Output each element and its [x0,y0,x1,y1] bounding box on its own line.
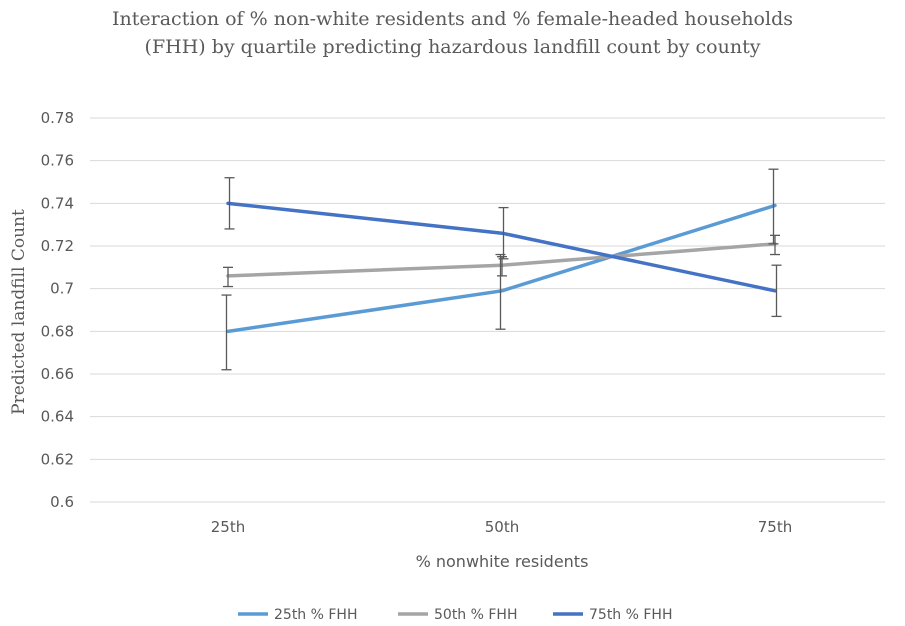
y-tick-label: 0.68 [41,322,74,340]
y-tick-label: 0.62 [41,450,74,468]
series-line-3 [226,201,777,293]
x-tick-label: 25th [211,518,245,536]
y-tick-label: 0.72 [41,237,74,255]
legend-label: 50th % FHH [434,607,518,623]
y-axis-label: Predicted landfill Count [9,209,29,415]
y-tick-label: 0.6 [50,493,74,511]
legend: 25th % FHH 50th % FHH 75th % FHH [238,607,673,623]
legend-label: 75th % FHH [589,607,673,623]
y-tick-label: 0.74 [41,194,74,212]
y-tick-label: 0.66 [41,365,74,383]
chart-title-line-2: (FHH) by quartile predicting hazardous l… [144,36,761,58]
x-axis-ticks: 25th 50th 75th [211,518,792,536]
gridlines [90,117,885,503]
x-tick-label: 50th [485,518,519,536]
series-line-1 [226,203,777,334]
y-tick-label: 0.64 [41,408,74,426]
y-tick-label: 0.78 [41,109,74,127]
error-bars [221,168,782,371]
x-tick-label: 75th [758,518,792,536]
y-tick-label: 0.76 [41,152,74,170]
y-axis-ticks: 0.6 0.62 0.64 0.66 0.68 0.7 0.72 0.74 0.76 0.78 [41,109,74,511]
y-tick-label: 0.7 [50,280,74,298]
x-axis-label: % nonwhite residents [416,552,589,571]
legend-label: 25th % FHH [274,607,358,623]
chart-title-line-1: Interaction of % non-white residents and… [112,8,793,30]
